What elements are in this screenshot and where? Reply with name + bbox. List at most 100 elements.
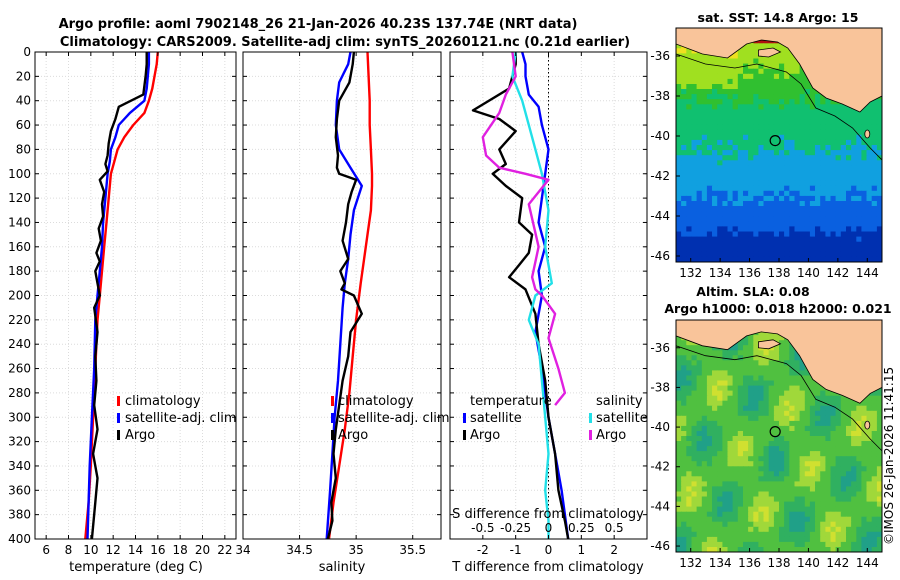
map-cell (830, 415, 837, 422)
map-cell (799, 441, 806, 447)
map-cell (701, 345, 708, 351)
map-cell (758, 256, 765, 262)
map-cell (779, 195, 785, 202)
map-cell (789, 145, 796, 151)
map-cell (686, 206, 693, 212)
map-cell (696, 170, 703, 177)
map-cell (737, 119, 744, 126)
map-cell (763, 180, 770, 187)
map-cell (846, 201, 852, 207)
map-cell (753, 506, 760, 513)
map-cell (737, 446, 744, 452)
map-cell (712, 547, 718, 552)
map-cell (804, 175, 811, 182)
map-cell (686, 340, 693, 346)
map-cell (830, 216, 837, 222)
map-cell (763, 94, 770, 100)
map-cell (871, 486, 878, 492)
map-cell (763, 58, 770, 65)
map-cell (820, 175, 826, 182)
map-cell (722, 410, 729, 417)
map-cell (779, 335, 785, 341)
map-cell (773, 531, 780, 538)
map-cell (753, 425, 760, 432)
top-tick-label: 0.25 (568, 521, 595, 535)
map-cell (789, 436, 796, 442)
map-cell (809, 206, 816, 212)
map-cell (820, 496, 826, 503)
map-cell (696, 84, 703, 90)
map-cell (856, 476, 863, 482)
depth-tick-label: 180 (8, 264, 31, 278)
map-cell (753, 206, 760, 212)
map-cell (763, 471, 770, 477)
map-cell (840, 211, 847, 217)
map-cell (691, 405, 698, 412)
map-cell (856, 521, 863, 528)
map-cell (773, 109, 780, 116)
map-cell (717, 496, 723, 503)
map-cell (809, 451, 816, 457)
map-cell (851, 400, 857, 407)
map-cell (820, 466, 826, 472)
map-cell (712, 94, 718, 100)
map-cell (737, 350, 744, 356)
map-cell (820, 206, 826, 212)
map-cell (758, 330, 765, 336)
map-cell (696, 124, 703, 131)
map-cell (737, 365, 744, 371)
map-cell (835, 241, 842, 248)
map-cell (789, 190, 796, 197)
map-cell (825, 185, 832, 192)
map-cell (696, 501, 703, 508)
map-cell (712, 451, 718, 457)
map-cell (743, 395, 749, 402)
map-cell (712, 216, 718, 222)
map-cell (835, 124, 842, 131)
map-cell (696, 491, 703, 498)
map-cell (779, 355, 785, 361)
map-cell (804, 190, 811, 197)
map-cell (861, 180, 868, 187)
map-cell (876, 155, 882, 161)
map-cell (706, 63, 713, 70)
map-cell (763, 436, 770, 442)
map-cell (820, 150, 826, 156)
map-cell (732, 415, 739, 422)
map-cell (830, 436, 837, 442)
map-cell (712, 415, 718, 422)
map-cell (717, 360, 723, 366)
map-cell (727, 456, 734, 462)
map-cell (691, 526, 698, 533)
map-cell (681, 410, 687, 417)
map-cell (768, 335, 775, 341)
map-cell (748, 521, 754, 528)
map-cell (861, 431, 868, 437)
map-cell (706, 541, 713, 548)
map-cell (835, 165, 842, 171)
map-cell (676, 536, 682, 543)
map-cell (804, 425, 811, 432)
map-cell (722, 441, 729, 447)
map-cell (876, 109, 882, 116)
map-cell (722, 481, 729, 487)
map-cell (876, 170, 882, 177)
map-cell (712, 145, 718, 151)
map-cell (712, 160, 718, 166)
map-cell (686, 246, 693, 253)
map-cell (861, 436, 868, 442)
map-cell (799, 405, 806, 412)
map-cell (701, 531, 708, 538)
map-cell (789, 461, 796, 467)
map-cell (681, 160, 687, 166)
map-cell (706, 139, 713, 146)
map-cell (717, 114, 723, 121)
map-cell (825, 446, 832, 452)
map-cell (676, 526, 682, 533)
map-cell (856, 134, 863, 141)
map-cell (706, 236, 713, 243)
map-cell (768, 190, 775, 197)
depth-tick-label: 320 (8, 435, 31, 449)
map-cell (825, 466, 832, 472)
map-cell (876, 119, 882, 126)
